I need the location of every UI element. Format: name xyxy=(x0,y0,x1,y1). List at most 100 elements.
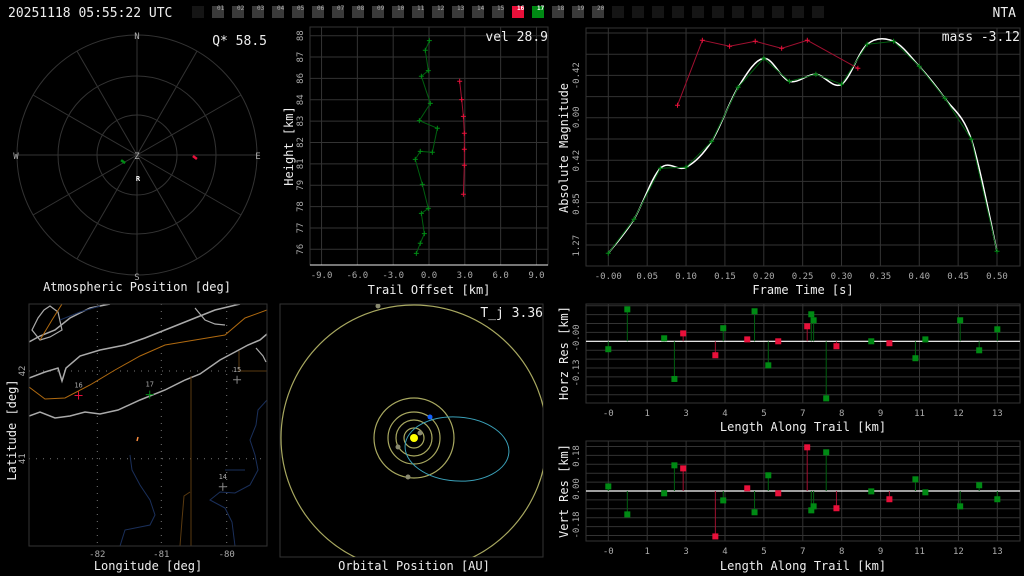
vert-res-ylabel: Vert Res [km] xyxy=(557,444,571,538)
station-label-06: 06 xyxy=(317,5,325,12)
y-tick-label: 78 xyxy=(296,201,306,212)
trail-point-17 xyxy=(421,231,427,237)
residual-point-17 xyxy=(605,483,612,490)
x-tick-label: 9 xyxy=(878,547,883,557)
planet-marker xyxy=(405,474,411,480)
x-tick-label: 12 xyxy=(953,409,964,419)
residual-point-17 xyxy=(671,375,678,382)
station-box-01[interactable] xyxy=(212,6,224,18)
y-tick-label: -0.18 xyxy=(572,511,582,538)
residual-point-17 xyxy=(912,476,919,483)
station-slot-empty xyxy=(632,6,644,18)
station-label-02: 02 xyxy=(237,5,245,12)
station-box-06[interactable] xyxy=(312,6,324,18)
y-tick-label: 0.00 xyxy=(572,478,582,500)
map-xlabel: Longitude [deg] xyxy=(94,559,202,573)
station-box-05[interactable] xyxy=(292,6,304,18)
station-box-10[interactable] xyxy=(392,6,404,18)
trail-point-16 xyxy=(459,97,465,103)
polar-spoke xyxy=(76,50,138,156)
x-tick-label: 8 xyxy=(839,547,844,557)
station-box-12[interactable] xyxy=(432,6,444,18)
station-slot-empty xyxy=(692,6,704,18)
station-box-14[interactable] xyxy=(472,6,484,18)
polar-spoke xyxy=(136,154,198,260)
station-box-02[interactable] xyxy=(232,6,244,18)
residual-point-17 xyxy=(661,490,668,497)
y-tick-label: 84 xyxy=(296,94,306,105)
y-tick-label: 79 xyxy=(296,180,306,191)
lightcurve-line-16 xyxy=(677,39,859,106)
x-tick-label: -6.0 xyxy=(347,271,369,281)
station-box-09[interactable] xyxy=(372,6,384,18)
lightcurve-point-17 xyxy=(994,248,1000,254)
station-box-19[interactable] xyxy=(572,6,584,18)
x-tick-label: 5 xyxy=(761,547,766,557)
lightcurve-point-16 xyxy=(752,38,758,44)
residual-point-17 xyxy=(624,511,631,518)
x-tick-label: 0.30 xyxy=(831,272,853,282)
planet-marker xyxy=(395,444,401,450)
x-tick-label: 0.40 xyxy=(908,272,930,282)
x-tick-label: -80 xyxy=(219,550,235,560)
meteor-position-16 xyxy=(192,155,198,161)
station-box-03[interactable] xyxy=(252,6,264,18)
atmospheric-position-panel: N S E W Z R xyxy=(13,32,260,283)
tisserand-stat: T_j 3.36 xyxy=(480,306,543,321)
x-tick-label: 11 xyxy=(914,409,925,419)
lightcurve-point-17 xyxy=(968,136,974,142)
station-slot-empty xyxy=(672,6,684,18)
horz-res-xlabel: Length Along Trail [km] xyxy=(720,420,886,434)
residual-point-16 xyxy=(886,340,893,347)
x-tick-label: 0.05 xyxy=(636,272,658,282)
x-tick-label: 12 xyxy=(953,547,964,557)
station-label-05: 05 xyxy=(297,5,305,12)
trail-point-17 xyxy=(422,47,428,53)
y-tick-label: 87 xyxy=(296,52,306,63)
station-map-label-16: 16 xyxy=(74,382,82,390)
station-box-16[interactable] xyxy=(512,6,524,18)
velocity-stat: vel 28.9 xyxy=(485,30,548,45)
trail-point-17 xyxy=(417,240,423,246)
station-box-17[interactable] xyxy=(532,6,544,18)
polar-spoke xyxy=(32,154,138,216)
residual-point-17 xyxy=(823,449,830,456)
y-tick-label: 86 xyxy=(296,73,306,84)
x-tick-label: 1 xyxy=(644,409,649,419)
station-box-08[interactable] xyxy=(352,6,364,18)
station-slot-empty xyxy=(652,6,664,18)
station-marker-15 xyxy=(233,375,242,384)
residual-point-17 xyxy=(624,306,631,313)
station-box-18[interactable] xyxy=(552,6,564,18)
lightcurve-point-16 xyxy=(804,37,810,43)
station-box-07[interactable] xyxy=(332,6,344,18)
station-slot-empty xyxy=(772,6,784,18)
residual-point-17 xyxy=(994,496,1001,503)
station-box-11[interactable] xyxy=(412,6,424,18)
station-map-label-14: 14 xyxy=(219,473,227,481)
y-tick-label: 0.85 xyxy=(572,193,582,215)
station-label-12: 12 xyxy=(437,5,445,12)
x-tick-label: 0.0 xyxy=(421,271,437,281)
residual-point-17 xyxy=(957,317,964,324)
x-tick-label: -3.0 xyxy=(382,271,404,281)
station-box-13[interactable] xyxy=(452,6,464,18)
polar-spoke xyxy=(136,50,198,156)
residual-point-16 xyxy=(775,490,782,497)
residual-point-17 xyxy=(823,395,830,402)
residual-point-16 xyxy=(712,533,719,540)
y-tick-label: 0.00 xyxy=(572,106,582,128)
station-box-15[interactable] xyxy=(492,6,504,18)
residual-point-17 xyxy=(808,311,815,318)
station-label-10: 10 xyxy=(397,5,405,12)
trail-line-17 xyxy=(414,40,438,254)
station-box-04[interactable] xyxy=(272,6,284,18)
lightcurve-point-17 xyxy=(942,95,948,101)
residual-point-17 xyxy=(922,336,929,343)
trail-point-17 xyxy=(425,68,431,74)
station-box-20[interactable] xyxy=(592,6,604,18)
station-label-01: 01 xyxy=(217,5,225,12)
y-tick-label: 42 xyxy=(18,366,28,377)
earth-marker xyxy=(427,414,433,420)
station-label-03: 03 xyxy=(257,5,265,12)
